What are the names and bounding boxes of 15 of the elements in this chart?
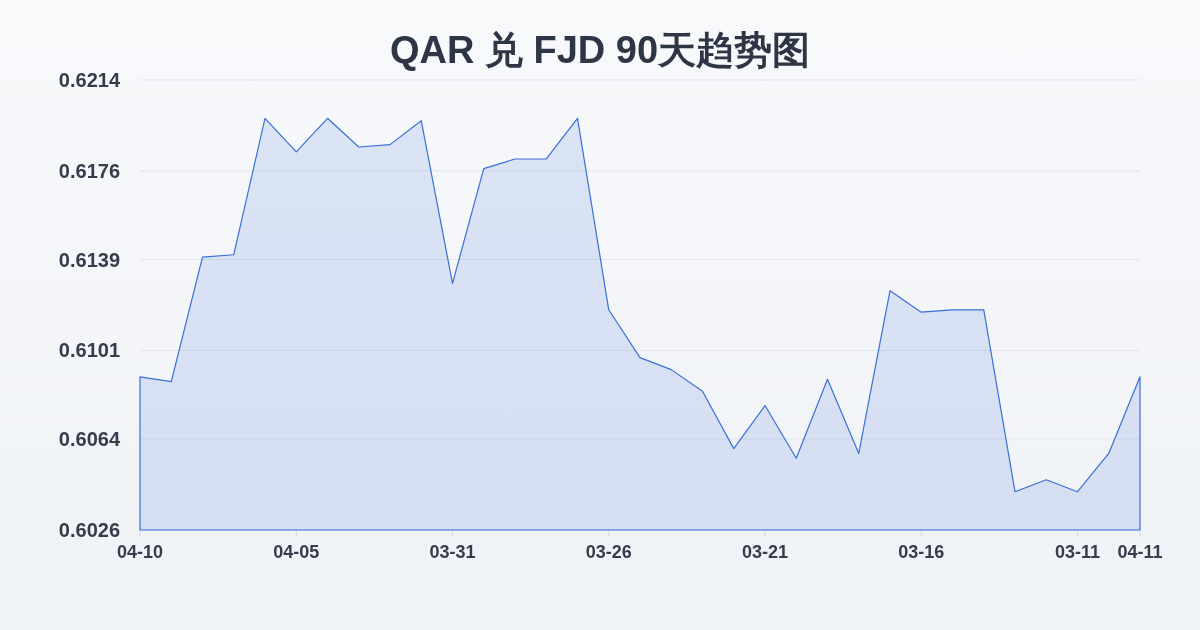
title: QAR 兑 FJD 90天趋势图 xyxy=(389,29,811,71)
x-tick-label: 03-16 xyxy=(898,542,945,562)
y-tick-label: 0.6101 xyxy=(58,339,120,362)
x-tick-label: 03-21 xyxy=(741,542,789,562)
x-tick-label: 03-26 xyxy=(585,542,632,562)
x-tick-label: 03-31 xyxy=(429,542,476,562)
y-tick-label: 0.6026 xyxy=(58,519,120,541)
y-tick-label: 0.6139 xyxy=(58,248,120,271)
x-tick-label: 03-11 xyxy=(1054,542,1101,562)
x-tick-label: 04-10 xyxy=(116,542,164,562)
y-tick-label: 0.6176 xyxy=(58,159,120,182)
y-tick-label: 0.6064 xyxy=(58,428,121,451)
y-tick-label: 0.6214 xyxy=(58,69,121,91)
x-tick-label: 04-11 xyxy=(1117,542,1163,562)
x-tick-label: 04-05 xyxy=(273,542,320,562)
